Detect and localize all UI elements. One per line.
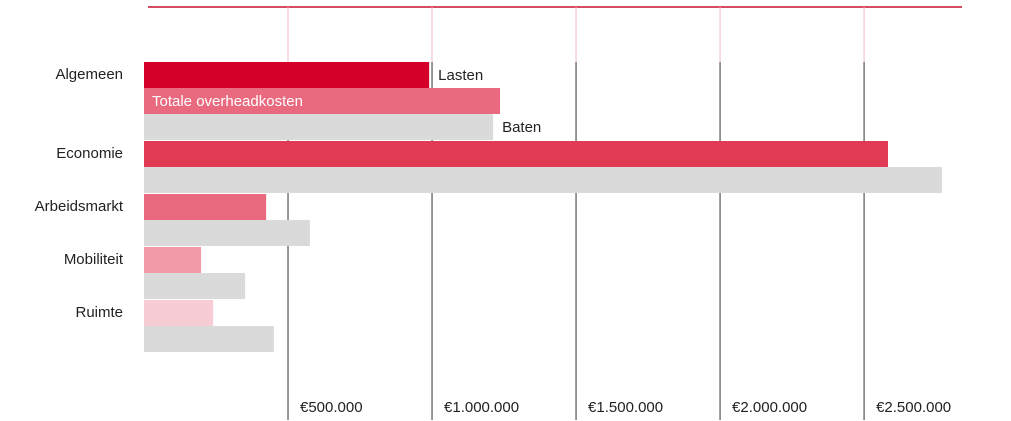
series-label: Lasten — [438, 67, 483, 84]
x-tick-label: €1.000.000 — [444, 399, 519, 416]
x-tick-label: €500.000 — [300, 399, 363, 416]
bar — [144, 62, 430, 88]
series-label: Totale overheadkosten — [152, 93, 303, 110]
bar — [144, 273, 246, 299]
x-tick-label: €2.000.000 — [732, 399, 807, 416]
bar — [144, 247, 202, 273]
category-label: Arbeidsmarkt — [35, 198, 124, 215]
category-label: Mobiliteit — [64, 251, 124, 268]
category-label: Algemeen — [55, 66, 123, 83]
x-tick-label: €2.500.000 — [876, 399, 951, 416]
x-tick-label: €1.500.000 — [588, 399, 663, 416]
bar — [144, 141, 888, 167]
bar — [144, 220, 310, 246]
category-label: Ruimte — [75, 304, 123, 321]
bar — [144, 88, 501, 114]
bar — [144, 167, 943, 193]
bar — [144, 114, 494, 140]
bar — [144, 194, 267, 220]
bar — [144, 300, 214, 326]
category-label: Economie — [56, 145, 123, 162]
series-label: Baten — [502, 119, 541, 136]
bar — [144, 326, 274, 352]
